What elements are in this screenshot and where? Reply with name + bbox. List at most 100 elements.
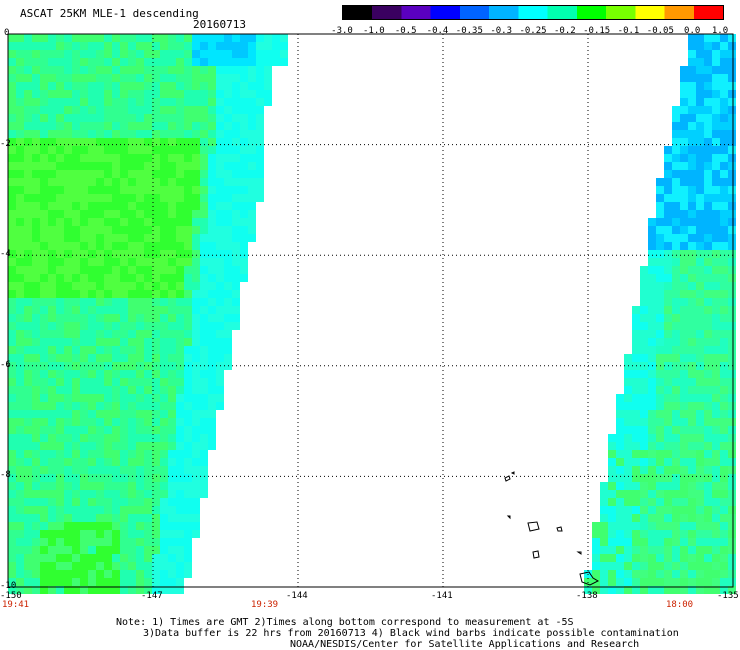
data-pixel bbox=[48, 410, 56, 418]
map-frame bbox=[7, 33, 734, 588]
data-pixel bbox=[64, 218, 72, 226]
data-pixel bbox=[112, 442, 120, 450]
data-pixel bbox=[176, 578, 184, 586]
data-pixel bbox=[624, 530, 632, 538]
data-pixel bbox=[120, 258, 128, 266]
data-pixel bbox=[112, 290, 120, 298]
data-pixel bbox=[40, 394, 48, 402]
data-pixel bbox=[88, 282, 96, 290]
data-pixel bbox=[96, 378, 104, 386]
data-pixel bbox=[128, 234, 136, 242]
data-pixel bbox=[624, 386, 632, 394]
data-pixel bbox=[112, 418, 120, 426]
data-pixel bbox=[216, 282, 224, 290]
data-pixel bbox=[144, 74, 152, 82]
data-pixel bbox=[616, 426, 624, 434]
data-pixel bbox=[704, 466, 712, 474]
data-pixel bbox=[248, 98, 256, 106]
data-pixel bbox=[272, 58, 280, 66]
data-pixel bbox=[152, 202, 160, 210]
colorbar-label: -3.0 bbox=[331, 26, 353, 36]
data-pixel bbox=[96, 426, 104, 434]
data-pixel bbox=[120, 498, 128, 506]
data-pixel bbox=[200, 34, 208, 42]
data-pixel bbox=[48, 282, 56, 290]
data-pixel bbox=[184, 298, 192, 306]
data-pixel bbox=[136, 338, 144, 346]
data-pixel bbox=[224, 322, 232, 330]
data-pixel bbox=[144, 194, 152, 202]
data-pixel bbox=[168, 426, 176, 434]
data-pixel bbox=[56, 354, 64, 362]
data-pixel bbox=[168, 98, 176, 106]
data-pixel bbox=[720, 258, 728, 266]
data-pixel bbox=[24, 338, 32, 346]
data-pixel bbox=[32, 298, 40, 306]
data-pixel bbox=[80, 170, 88, 178]
data-pixel bbox=[176, 562, 184, 570]
data-pixel bbox=[40, 258, 48, 266]
data-pixel bbox=[176, 522, 184, 530]
data-pixel bbox=[40, 290, 48, 298]
data-pixel bbox=[712, 346, 720, 354]
data-pixel bbox=[56, 546, 64, 554]
data-pixel bbox=[256, 58, 264, 66]
data-pixel bbox=[120, 218, 128, 226]
data-pixel bbox=[8, 50, 16, 58]
data-pixel bbox=[672, 138, 680, 146]
data-pixel bbox=[648, 282, 656, 290]
data-pixel bbox=[712, 290, 720, 298]
data-pixel bbox=[680, 442, 688, 450]
data-pixel bbox=[696, 562, 704, 570]
data-pixel bbox=[128, 130, 136, 138]
data-pixel bbox=[656, 290, 664, 298]
data-pixel bbox=[88, 210, 96, 218]
data-pixel bbox=[160, 266, 168, 274]
data-pixel bbox=[136, 570, 144, 578]
data-pixel bbox=[696, 74, 704, 82]
data-pixel bbox=[8, 234, 16, 242]
data-pixel bbox=[608, 562, 616, 570]
data-pixel bbox=[216, 226, 224, 234]
data-pixel bbox=[8, 538, 16, 546]
data-pixel bbox=[224, 122, 232, 130]
data-pixel bbox=[704, 554, 712, 562]
data-pixel bbox=[16, 346, 24, 354]
data-pixel bbox=[688, 546, 696, 554]
data-pixel bbox=[152, 82, 160, 90]
data-pixel bbox=[16, 234, 24, 242]
data-pixel bbox=[640, 490, 648, 498]
data-pixel bbox=[672, 202, 680, 210]
data-pixel bbox=[176, 274, 184, 282]
data-pixel bbox=[232, 162, 240, 170]
data-pixel bbox=[712, 186, 720, 194]
data-pixel bbox=[688, 570, 696, 578]
data-pixel bbox=[728, 434, 736, 442]
data-pixel bbox=[672, 482, 680, 490]
data-pixel bbox=[128, 474, 136, 482]
data-pixel bbox=[64, 234, 72, 242]
data-pixel bbox=[656, 514, 664, 522]
data-pixel bbox=[8, 442, 16, 450]
data-pixel bbox=[200, 98, 208, 106]
data-pixel bbox=[136, 154, 144, 162]
data-pixel bbox=[40, 346, 48, 354]
data-pixel bbox=[144, 394, 152, 402]
data-pixel bbox=[184, 426, 192, 434]
data-pixel bbox=[160, 162, 168, 170]
data-pixel bbox=[624, 498, 632, 506]
data-pixel bbox=[240, 186, 248, 194]
data-pixel bbox=[688, 162, 696, 170]
data-pixel bbox=[232, 58, 240, 66]
data-pixel bbox=[688, 338, 696, 346]
data-pixel bbox=[56, 266, 64, 274]
data-pixel bbox=[120, 322, 128, 330]
data-pixel bbox=[16, 410, 24, 418]
data-pixel bbox=[56, 530, 64, 538]
data-pixel bbox=[264, 82, 272, 90]
data-pixel bbox=[40, 426, 48, 434]
data-pixel bbox=[72, 578, 80, 586]
data-pixel bbox=[32, 50, 40, 58]
data-pixel bbox=[224, 274, 232, 282]
data-pixel bbox=[144, 314, 152, 322]
